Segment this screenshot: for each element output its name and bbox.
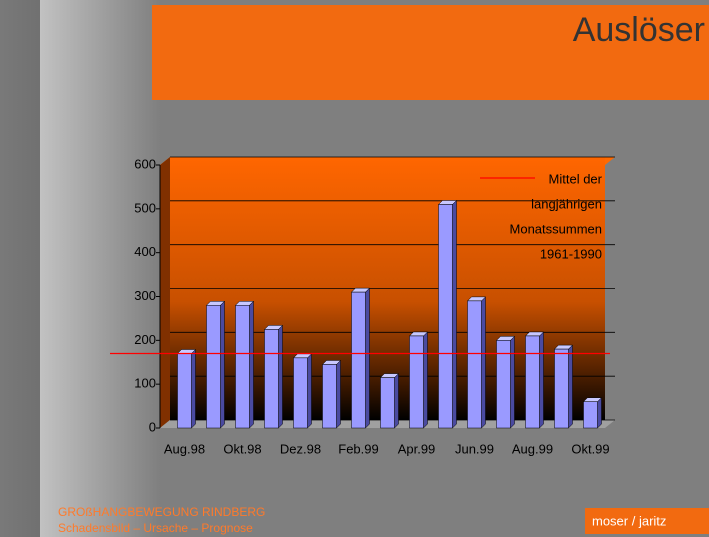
bar-side [278, 324, 283, 429]
bar [583, 401, 598, 429]
logo-box [585, 508, 709, 534]
bar-side [365, 287, 370, 429]
bar-side [539, 331, 544, 429]
slide-title: Auslöser [573, 11, 705, 49]
plot-wall [160, 157, 170, 428]
y-tick-label: 0 [149, 419, 156, 434]
bar-side [481, 296, 486, 429]
bar [235, 305, 250, 429]
footer-line: Schadensbild – Ursache – Prognose [58, 521, 253, 535]
bar-side [597, 397, 602, 429]
bar [525, 335, 540, 429]
x-tick-label: Apr.99 [398, 441, 436, 456]
bar-side [394, 372, 399, 429]
x-tick-label: Jun.99 [455, 441, 494, 456]
legend-label: 1961-1990 [540, 246, 602, 261]
x-tick-label: Dez.98 [280, 441, 321, 456]
bar [438, 204, 453, 429]
bar-side [191, 348, 196, 429]
bar-side [307, 353, 312, 429]
x-tick-label: Okt.98 [223, 441, 261, 456]
bar [409, 335, 424, 429]
bar-side [423, 331, 428, 429]
y-tick-label: 200 [134, 332, 156, 347]
left-strip [0, 0, 40, 537]
bar [351, 291, 366, 429]
bar [496, 340, 511, 429]
x-tick-label: Aug.99 [512, 441, 553, 456]
bar-side [568, 344, 573, 429]
bar [467, 300, 482, 429]
legend-label: langjährigen [531, 196, 602, 211]
legend-label: Mittel der [549, 171, 603, 186]
x-tick-label: Aug.98 [164, 441, 205, 456]
y-tick-label: 600 [134, 156, 156, 171]
y-tick-label: 500 [134, 200, 156, 215]
bar-side [510, 335, 515, 429]
y-tick-label: 400 [134, 244, 156, 259]
bar-side [249, 300, 254, 429]
bar [293, 357, 308, 429]
bar [177, 353, 192, 429]
title-box [152, 5, 709, 100]
x-tick-label: Okt.99 [571, 441, 609, 456]
bar [264, 329, 279, 429]
bar [554, 348, 569, 429]
bar-side [452, 199, 457, 429]
bar-side [336, 359, 341, 429]
bar [206, 305, 221, 429]
bar [380, 377, 395, 429]
bar [322, 364, 337, 429]
bar-side [220, 300, 225, 429]
x-tick-label: Feb.99 [338, 441, 378, 456]
y-tick-label: 100 [134, 376, 156, 391]
logo: moser / jaritz [592, 513, 666, 528]
y-tick-label: 300 [134, 288, 156, 303]
legend-label: Monatssummen [510, 221, 602, 236]
footer-line: GROßHANGBEWEGUNG RINDBERG [58, 505, 265, 519]
